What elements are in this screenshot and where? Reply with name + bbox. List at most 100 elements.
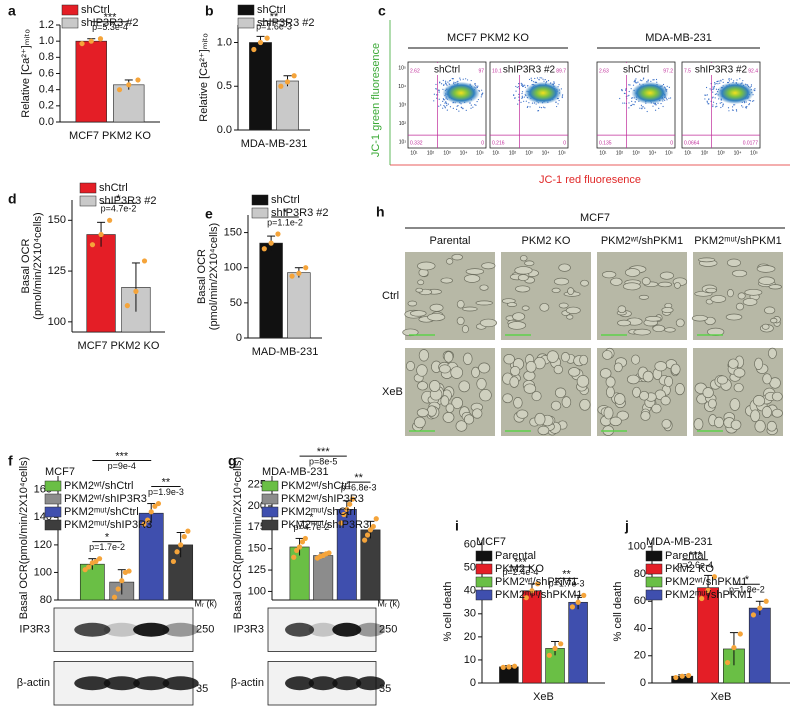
legend-swatch — [645, 563, 663, 575]
event-dot — [562, 94, 564, 96]
event-dot — [668, 97, 670, 99]
y-axis-label: Basal OCR — [196, 249, 208, 304]
event-dot — [557, 103, 559, 105]
cell — [642, 370, 654, 383]
cell — [506, 302, 518, 307]
cell — [624, 268, 641, 277]
event-dot — [521, 95, 523, 97]
data-point — [302, 535, 308, 542]
event-dot — [465, 78, 467, 80]
event-dot — [459, 77, 461, 79]
event-dot — [532, 81, 535, 83]
data-point — [362, 537, 368, 543]
event-dot — [639, 107, 641, 109]
y-tick-label: 80 — [634, 568, 646, 580]
event-dot — [442, 79, 444, 82]
event-dot — [466, 79, 469, 81]
cell — [523, 370, 536, 381]
data-point — [185, 528, 191, 534]
event-dot — [462, 78, 464, 80]
event-dot — [719, 82, 721, 84]
event-dot — [475, 84, 477, 87]
event-dot — [528, 78, 531, 81]
event-dot — [712, 101, 715, 103]
event-dot — [713, 87, 715, 89]
cell — [633, 328, 651, 336]
event-dot — [457, 80, 459, 82]
event-dot — [465, 109, 467, 111]
data-point — [344, 506, 350, 512]
event-dot — [712, 105, 714, 108]
cell — [710, 295, 727, 303]
data-point — [152, 503, 158, 509]
event-dot — [474, 104, 476, 106]
cell — [654, 361, 668, 372]
cell — [708, 398, 717, 409]
event-dot — [635, 78, 637, 80]
event-dot — [628, 107, 630, 109]
cell — [639, 390, 650, 401]
event-dot — [640, 104, 643, 106]
cell — [415, 287, 424, 293]
event-dot — [438, 91, 440, 93]
cell — [762, 373, 772, 385]
plot-title: shIP3R3 #2 — [503, 65, 556, 76]
event-dot — [561, 96, 563, 99]
blot-band — [74, 622, 111, 637]
event-dot — [447, 103, 449, 105]
event-dot — [646, 110, 648, 113]
cell — [761, 323, 770, 330]
event-dot — [474, 83, 476, 85]
data-point — [155, 500, 162, 507]
cell — [613, 362, 623, 373]
event-dot — [448, 80, 451, 82]
p-value: p=2.6e-4 — [677, 560, 713, 570]
cell — [617, 305, 627, 314]
data-point — [96, 556, 103, 562]
event-dot — [529, 106, 531, 108]
y-tick-label: 0.6 — [39, 67, 54, 79]
quadrant-value: 7.5 — [684, 68, 691, 74]
cell — [523, 383, 537, 394]
event-dot — [720, 106, 722, 109]
legend-label: PKM2ᵐᵘᵗ/shIP3R3 — [281, 519, 369, 531]
y-tick-label: 125 — [48, 265, 66, 277]
blot-band — [162, 622, 199, 637]
event-dot — [534, 81, 536, 83]
event-dot — [472, 106, 474, 108]
panel-label: c — [378, 3, 386, 19]
event-dot — [720, 79, 722, 81]
y-axis-label: Basal OCR(pmol/min/2X10⁴cells) — [232, 457, 244, 619]
cell — [693, 418, 704, 431]
significance-stars: * — [116, 193, 121, 205]
event-dot — [708, 103, 710, 105]
event-dot — [558, 84, 560, 86]
event-dot — [440, 83, 443, 85]
row-label: XeB — [382, 386, 403, 398]
significance-stars: *** — [689, 550, 703, 562]
event-dot — [481, 94, 483, 96]
quadrant-value: 92.4 — [748, 68, 758, 74]
cell — [658, 281, 672, 288]
micro-title: MCF7 — [580, 212, 610, 224]
x-tick-label: 10³ — [525, 150, 533, 156]
event-dot — [639, 79, 642, 81]
data-point — [296, 544, 303, 550]
data-point — [552, 645, 558, 652]
event-dot — [446, 104, 448, 107]
panel-label: g — [228, 453, 237, 469]
data-point — [511, 663, 518, 669]
cell — [714, 416, 724, 429]
x-tick-label: 10⁵ — [665, 150, 673, 156]
event-dot — [705, 94, 707, 96]
chart-title: MCF7 — [476, 536, 506, 548]
event-dot — [733, 104, 735, 106]
cell — [567, 287, 575, 296]
x-tick-label: 10² — [701, 150, 709, 156]
data-point — [705, 587, 711, 593]
legend-swatch — [237, 4, 255, 16]
p-value: p=6.8e-3 — [341, 482, 377, 492]
legend-swatch — [645, 550, 663, 562]
cell — [602, 271, 617, 279]
